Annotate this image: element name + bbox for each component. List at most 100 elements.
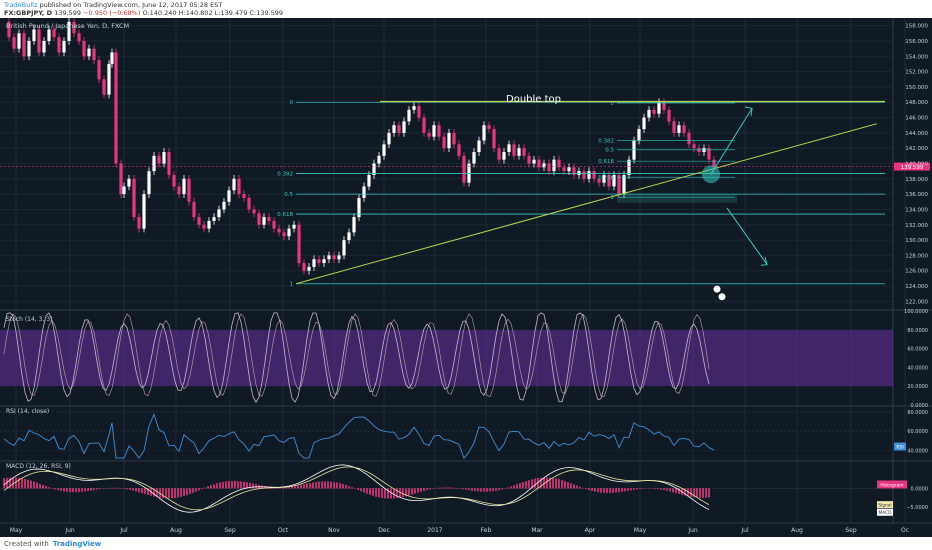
candle-body [412,106,416,110]
fib-right-label: 0.5 [605,148,614,154]
fib-right-label: 1 [611,195,615,201]
macd-hist-bar [234,480,236,489]
macd-hist-bar [396,488,398,499]
chart-area[interactable]: 139.599 0 0.382 0.5 0.618 1 0 0.382 0.5 0.618 0.78… [0,18,932,537]
candle-body [382,144,386,156]
candle-body [142,194,146,229]
macd-hist-bar [255,484,257,489]
macd-hist-bar [399,488,401,498]
candle-body [202,224,206,229]
macd-hist-bar [501,488,503,490]
macd-hist-bar [357,488,359,491]
x-tick-label: Oc [901,527,909,534]
candle-body [110,52,114,64]
macd-hist-bar [585,488,587,490]
candle-body [192,201,196,218]
candle-body [657,102,661,114]
x-tick-label: Sep [224,527,236,534]
macd-hist-bar [453,487,455,489]
rsi-badge-text: RSI [896,445,903,451]
macd-hist-bar [366,488,368,494]
macd-hist-bar [378,488,380,498]
fib-right-label: 0.786 [598,175,614,181]
macd-hist-bar [360,488,362,492]
fib-right-label: 0.382 [598,139,614,145]
candle-body [542,163,546,168]
macd-hist-bar [423,488,425,491]
macd-hist-bar [573,484,575,489]
macd-hist-bar [471,488,473,491]
macd-hist-bar [684,488,686,496]
candle-body [452,132,456,145]
macd-hist-bar [390,488,392,499]
rsi-y-tick: 80.0000 [907,410,928,416]
y-tick-label: 136.000 [905,192,928,198]
macd-hist-bar [516,484,518,489]
macd-hist-bar [537,478,539,489]
macd-hist-bar [213,484,215,489]
macd-hist-bar [93,488,95,491]
event-icon [713,285,721,293]
macd-hist-bar [219,482,221,489]
macd-hist-bar [543,477,545,489]
candle-body [187,178,191,202]
stoch-y-tick: 0.0000 [911,403,929,409]
macd-hist-bar [606,488,608,494]
candle-body [637,129,641,141]
chart-svg[interactable]: 139.599 0 0.382 0.5 0.618 1 0 0.382 0.5 0.618 0.78… [0,18,932,537]
candle-body [222,201,226,210]
fib-left-label: 0.618 [277,212,293,218]
candle-body [337,255,341,260]
x-tick-label: Dec [378,527,390,534]
macd-hist-bar [594,488,596,492]
macd-hist-bar [306,483,308,489]
candle-body [427,132,431,137]
macd-hist-bar [246,482,248,489]
candle-body [572,167,576,175]
tradingview-logo[interactable]: TradingView [52,539,102,548]
macd-hist-badge-text: Histogram [880,483,903,489]
macd-hist-bar [99,488,101,490]
candle-body [252,209,256,214]
macd-hist-bar [669,488,671,492]
candle-body [512,144,516,156]
macd-hist-bar [693,488,695,498]
macd-hist-bar [207,486,209,489]
candle-body [307,266,311,271]
price-panel-title: British Pound / Japanese Yen, D, FXCM [6,22,129,30]
macd-hist-bar [297,485,299,489]
candle-body [402,121,406,133]
candle-body [617,174,621,195]
macd-hist-bar [570,483,572,489]
candle-body [602,174,606,183]
macd-hist-bar [60,488,62,491]
macd-hist-bar [450,487,452,489]
macd-hist-bar [561,480,563,489]
y-tick-label: 142.000 [905,146,928,152]
macd-hist-bar [141,488,143,494]
candle-body [492,129,496,149]
macd-hist-bar [618,488,620,493]
macd-y-tick: 0.0000 [911,486,929,492]
author-link[interactable]: TradeBullz [4,1,38,9]
candle-body [477,140,481,153]
macd-hist-bar [660,488,662,490]
stoch-d-line [3,313,710,398]
macd-hist-bar [480,488,482,492]
candle-body [352,217,356,233]
macd-hist-bar [309,482,311,489]
macd-hist-bar [57,488,59,491]
candle-body [537,159,541,168]
macd-hist-bar [42,484,44,489]
candle-body [627,159,631,175]
candle-body [102,79,106,95]
macd-hist-bar [657,488,659,490]
macd-hist-bar [279,487,281,489]
last-price-badge [894,162,930,171]
macd-hist-bar [705,488,707,498]
y-tick-label: 138.000 [905,177,928,183]
macd-hist-bar [576,485,578,489]
macd-hist-bar [417,488,419,493]
macd-hist-bar [69,488,71,493]
candle-body [642,117,646,130]
